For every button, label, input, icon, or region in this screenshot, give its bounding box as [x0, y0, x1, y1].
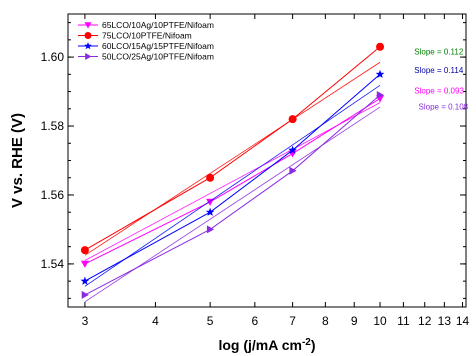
series-line-3 [84, 94, 381, 296]
slope-annotation: Slope = 0.108 [419, 102, 469, 111]
data-point [80, 276, 90, 285]
y-tick-label: 1.54 [41, 257, 65, 271]
fit-line-1 [84, 61, 381, 256]
series-line-1 [84, 46, 381, 251]
x-tick-label: 7 [289, 314, 296, 328]
slope-annotation: Slope = 0.093 [414, 87, 464, 96]
x-tick-label: 9 [351, 314, 358, 328]
data-point [205, 207, 215, 216]
x-tick-label: 14 [456, 314, 470, 328]
x-tick-label: 8 [322, 314, 329, 328]
data-point [376, 42, 385, 51]
data-point [81, 290, 89, 299]
slope-annotation: Slope = 0.114 [414, 66, 464, 75]
legend-marker [84, 22, 92, 29]
x-tick-label: 6 [251, 314, 258, 328]
y-tick-label: 1.56 [41, 188, 65, 202]
data-point [206, 225, 215, 234]
legend-marker [84, 32, 92, 39]
x-tick-label: 12 [418, 314, 432, 328]
data-point [80, 260, 89, 268]
data-point [376, 91, 384, 99]
legend-entry: 75LCO/10PTFE/Nifoam [102, 31, 192, 41]
legend-marker [85, 53, 92, 60]
x-tick-label: 4 [152, 314, 159, 328]
x-tick-label: 3 [82, 314, 89, 328]
legend-entry: 60LCO/15Ag/15PTFE/Nifoam [102, 41, 214, 51]
data-point [375, 69, 385, 78]
fit-line-0 [84, 102, 381, 261]
x-axis-title: log (j/mA cm-2) [218, 337, 315, 353]
x-tick-label: 11 [397, 314, 410, 328]
x-tick-label: 5 [207, 314, 214, 328]
data-point [206, 173, 215, 182]
data-point [288, 115, 297, 124]
data-point [206, 198, 215, 206]
data-point [80, 246, 89, 255]
x-tick-label: 10 [373, 314, 387, 328]
y-tick-label: 1.58 [41, 119, 65, 133]
y-tick-label: 1.60 [41, 50, 65, 64]
series-line-2 [84, 73, 381, 282]
y-axis-title: V vs. RHE (V) [9, 113, 26, 208]
x-tick-label: 13 [438, 314, 452, 328]
fit-line-2 [84, 85, 381, 287]
legend-entry: 50LCO/25Ag/10PTFE/Nifoam [102, 52, 214, 62]
fit-line-3 [84, 106, 381, 303]
slope-annotation: Slope = 0.112 [414, 47, 464, 56]
data-point [288, 145, 297, 154]
data-point [289, 166, 297, 175]
legend-entry: 65LCO/10Ag/10PTFE/Nifoam [102, 20, 214, 30]
legend-marker [84, 42, 92, 50]
